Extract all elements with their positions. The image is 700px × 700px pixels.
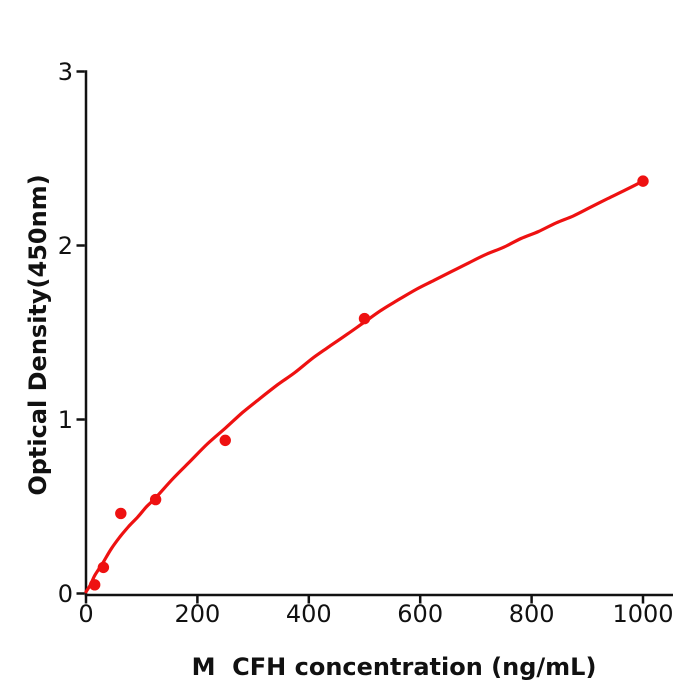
y-tick-label: 2 (58, 232, 73, 260)
data-point (358, 312, 371, 325)
x-tick-label: 200 (174, 600, 220, 628)
x-tick-label: 0 (78, 600, 93, 628)
x-tick-label: 400 (286, 600, 332, 628)
x-axis-title: M CFH concentration (ng/mL) (191, 653, 597, 681)
x-tick-label: 800 (509, 600, 555, 628)
data-point (97, 561, 110, 574)
x-tick-label: 1000 (612, 600, 673, 628)
y-axis-title: Optical Density(450nm) (24, 174, 52, 496)
data-point (149, 493, 162, 506)
fit-curve (84, 179, 645, 594)
y-tick-label: 3 (58, 58, 73, 86)
data-point (115, 507, 127, 520)
data-point (637, 175, 649, 187)
y-tick-label: 0 (58, 580, 73, 608)
data-point (88, 579, 101, 591)
y-tick-label: 1 (58, 406, 73, 434)
x-tick-label: 600 (397, 600, 443, 628)
axes-spines (84, 70, 673, 597)
data-point (219, 434, 231, 447)
